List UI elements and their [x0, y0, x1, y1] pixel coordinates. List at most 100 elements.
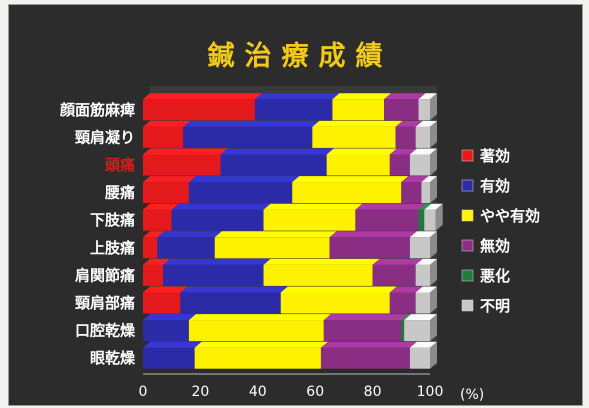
bar-segment [329, 237, 410, 259]
bar-top-face [415, 120, 437, 127]
bar-top-face [143, 120, 191, 127]
bar-top-face [292, 176, 409, 183]
bar-segment [220, 154, 327, 176]
bar-segment [143, 182, 189, 204]
bar-side-face [430, 314, 437, 342]
bar-top-face [415, 286, 437, 293]
category-label: 腰痛 [104, 184, 135, 202]
bar-top-face [143, 203, 179, 210]
bar-top-face [194, 341, 328, 348]
bar-top-face [188, 176, 300, 183]
bar-segment [292, 182, 402, 204]
bar-segment [143, 237, 158, 259]
bar-segment [415, 292, 430, 314]
bar-segment [409, 154, 430, 176]
category-label: 肩関節痛 [75, 266, 135, 284]
bar-top-face [320, 341, 417, 348]
bar-segment [401, 182, 422, 204]
bar-segment [418, 99, 430, 121]
bar-segment [180, 292, 281, 314]
x-tick-label: 60 [306, 384, 324, 400]
bar-top-face [424, 203, 443, 210]
legend-label: 有効 [480, 177, 510, 195]
bar-segment [395, 126, 416, 148]
bar-segment [143, 209, 172, 231]
bar-top-face [418, 93, 437, 100]
bar-segment [401, 320, 405, 342]
bar-segment [389, 292, 416, 314]
bar-top-face [183, 120, 320, 127]
bar-top-face [143, 314, 196, 321]
bar-segment [143, 99, 255, 121]
unit-label: (%) [460, 387, 484, 403]
category-label: 眼乾燥 [90, 349, 136, 367]
category-label: 頸肩凝り [75, 128, 135, 146]
bar-segment [143, 264, 164, 286]
bar-top-face [263, 258, 380, 265]
bar-segment [157, 237, 215, 259]
category-label: 下肢痛 [90, 211, 135, 229]
bar-top-face [332, 93, 392, 100]
x-tick-label: 0 [139, 384, 148, 400]
bar-top-face [143, 93, 262, 100]
bar-top-face [214, 231, 337, 238]
bar-top-face [143, 231, 165, 238]
bar-top-face [220, 148, 334, 155]
legend-label: 著効 [479, 147, 510, 165]
bar-segment [389, 154, 410, 176]
bar-segment [424, 209, 436, 231]
bar-segment [254, 99, 333, 121]
bar-side-face [430, 258, 437, 286]
bar-top-face [418, 203, 432, 210]
bar-top-face [312, 120, 403, 127]
bar-side-face [430, 286, 437, 314]
bar-segment [143, 292, 181, 314]
bar-top-face [163, 258, 271, 265]
x-tick-label: 20 [191, 384, 209, 400]
category-label: 口腔乾燥 [75, 322, 136, 340]
bar-segment [143, 154, 221, 176]
bar-top-face [143, 286, 188, 293]
bar-top-face [401, 314, 412, 321]
bar-segment [171, 209, 264, 231]
bar-segment [263, 264, 373, 286]
legend-label: 不明 [480, 297, 510, 315]
bar-top-face [409, 148, 437, 155]
category-label: 顔面筋麻痺 [59, 101, 135, 119]
bar-top-face [389, 286, 423, 293]
bar-segment [355, 209, 419, 231]
bar-segment [320, 347, 410, 369]
bar-side-face [430, 341, 437, 369]
bar-segment [372, 264, 416, 286]
bar-side-face [435, 203, 443, 231]
bar-side-face [430, 148, 437, 176]
bar-segment [143, 320, 189, 342]
bar-side-face [430, 231, 437, 259]
bar-segment [163, 264, 264, 286]
bar-segment [312, 126, 396, 148]
bar-top-face [180, 286, 288, 293]
bar-top-face [395, 120, 423, 127]
legend-swatch [461, 149, 474, 162]
bar-segment [332, 99, 385, 121]
bar-segment [409, 237, 430, 259]
bar-segment [418, 209, 425, 231]
bar-top-face [404, 314, 437, 321]
legend-label: 悪化 [480, 267, 510, 285]
bar-segment [143, 126, 184, 148]
legend-swatch [461, 269, 474, 282]
legend-swatch [461, 179, 474, 192]
legend-label: やや有効 [480, 207, 540, 225]
bar-top-face [355, 203, 426, 210]
legend-swatch [461, 209, 474, 222]
bar-top-face [401, 176, 429, 183]
bar-top-face [143, 176, 196, 183]
x-tick-label: 100 [417, 384, 444, 400]
legend-label: 無効 [480, 237, 510, 255]
bar-segment [384, 99, 419, 121]
bar-top-face [421, 176, 437, 183]
bar-top-face [326, 148, 397, 155]
category-label: 頭痛 [105, 156, 135, 174]
bar-segment [188, 320, 324, 342]
